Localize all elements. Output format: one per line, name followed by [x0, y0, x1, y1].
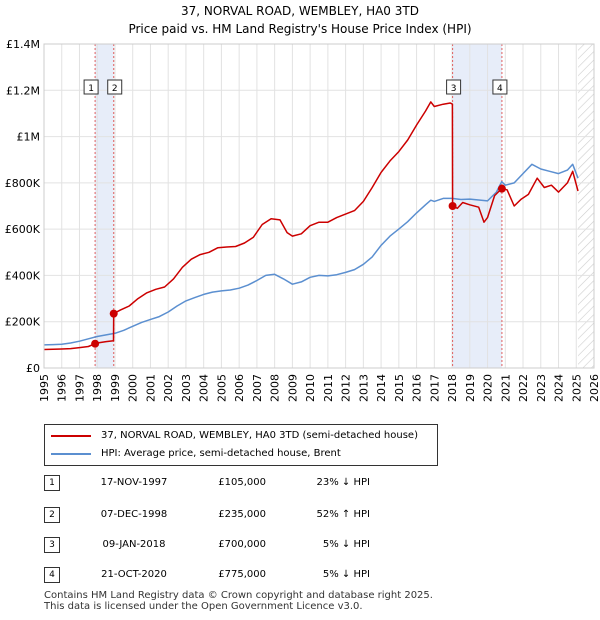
sale-label-4: 4	[497, 84, 503, 94]
sale-date: 07-DEC-1998	[100, 509, 168, 520]
legend: 37, NORVAL ROAD, WEMBLEY, HA0 3TD (semi-…	[44, 424, 438, 466]
table-row: 2 07-DEC-1998 £235,000 52% ↑ HPI	[44, 506, 444, 524]
x-tick-label: 1996	[56, 374, 69, 402]
sale-number-badge: 2	[44, 507, 60, 523]
sale-range-shading-1	[95, 44, 114, 368]
y-tick-label: £0	[26, 362, 40, 375]
sale-point-1	[91, 339, 100, 348]
x-tick-label: 2017	[428, 374, 441, 402]
sale-label-box-2	[107, 79, 123, 95]
footer-licence: This data is licensed under the Open Gov…	[44, 601, 363, 612]
y-tick-label: £800K	[5, 177, 41, 190]
table-row: 4 21-OCT-2020 £775,000 5% ↓ HPI	[44, 566, 444, 584]
x-tick-label: 2011	[322, 374, 335, 402]
x-tick-label: 2010	[304, 374, 317, 402]
x-tick-label: 2019	[464, 374, 477, 402]
sale-price: £105,000	[218, 477, 266, 488]
y-tick-label: £1.2M	[6, 84, 40, 97]
x-tick-label: 2021	[499, 374, 512, 402]
sale-number-badge: 3	[44, 537, 60, 553]
x-tick-label: 2012	[340, 374, 353, 402]
x-tick-label: 2020	[482, 374, 495, 402]
chart-title: 37, NORVAL ROAD, WEMBLEY, HA0 3TD	[181, 4, 419, 18]
footer: Contains HM Land Registry data © Crown c…	[44, 590, 433, 612]
x-tick-label: 2026	[588, 374, 600, 402]
legend-swatch-property	[51, 435, 91, 437]
sale-label-box-1	[83, 79, 99, 95]
sale-hpi-diff: 52% ↑ HPI	[316, 509, 370, 520]
future-hatch-region	[578, 44, 594, 368]
legend-label-hpi: HPI: Average price, semi-detached house,…	[101, 448, 341, 459]
sale-range-shading-2	[452, 44, 502, 368]
sale-date: 09-JAN-2018	[102, 539, 166, 550]
sale-label-box-4	[492, 79, 508, 95]
sale-number-badge: 4	[44, 567, 60, 583]
x-tick-label: 2002	[162, 374, 175, 402]
y-tick-label: £600K	[5, 223, 41, 236]
y-tick-label: £400K	[5, 269, 41, 282]
x-tick-label: 2006	[233, 374, 246, 402]
x-tick-label: 2014	[375, 374, 388, 402]
x-tick-label: 2024	[553, 374, 566, 402]
sale-label-3: 3	[451, 84, 457, 94]
x-tick-label: 2004	[198, 374, 211, 402]
x-tick-label: 2016	[411, 374, 424, 402]
x-tick-label: 2015	[393, 374, 406, 402]
sale-number-badge: 1	[44, 475, 60, 491]
plot-frame	[43, 43, 595, 369]
y-tick-label: £1M	[17, 131, 41, 144]
x-tick-label: 1998	[91, 374, 104, 402]
x-tick-label: 2000	[127, 374, 140, 402]
x-tick-label: 2003	[180, 374, 193, 402]
sale-hpi-diff: 5% ↓ HPI	[322, 539, 370, 550]
sale-label-2: 2	[112, 84, 118, 94]
x-tick-label: 1997	[73, 374, 86, 402]
table-row: 3 09-JAN-2018 £700,000 5% ↓ HPI	[44, 536, 444, 554]
x-tick-label: 1999	[109, 374, 122, 402]
sale-price: £775,000	[218, 569, 266, 580]
y-tick-label: £200K	[5, 316, 41, 329]
x-tick-label: 2018	[446, 374, 459, 402]
x-tick-label: 2022	[517, 374, 530, 402]
series-line-property	[43, 101, 579, 351]
x-tick-label: 2008	[269, 374, 282, 402]
x-tick-label: 2025	[570, 374, 583, 402]
footer-copyright: Contains HM Land Registry data © Crown c…	[44, 590, 433, 601]
x-tick-label: 2009	[286, 374, 299, 402]
sale-point-4	[497, 184, 506, 193]
sale-point-2	[109, 309, 118, 318]
x-tick-label: 1995	[38, 374, 51, 402]
x-tick-label: 2013	[357, 374, 370, 402]
chart-plot: 1 2 3 4 £0 £200K £400K £600K £800K £1M £1.2M £1.4M 1…	[5, 38, 600, 402]
sale-hpi-diff: 23% ↓ HPI	[316, 477, 370, 488]
sale-price: £235,000	[218, 509, 266, 520]
sale-label-box-3	[446, 79, 462, 95]
x-tick-label: 2007	[251, 374, 264, 402]
chart-subtitle: Price paid vs. HM Land Registry's House …	[128, 22, 472, 36]
x-tick-label: 2005	[215, 374, 228, 402]
x-tick-label: 2001	[144, 374, 157, 402]
y-tick-label: £1.4M	[6, 38, 40, 51]
legend-label-property: 37, NORVAL ROAD, WEMBLEY, HA0 3TD (semi-…	[101, 430, 418, 441]
table-row: 1 17-NOV-1997 £105,000 23% ↓ HPI	[44, 474, 444, 492]
legend-swatch-hpi	[51, 453, 91, 455]
sale-hpi-diff: 5% ↓ HPI	[322, 569, 370, 580]
plot-background	[44, 44, 594, 368]
sale-date: 17-NOV-1997	[100, 477, 168, 488]
sale-date: 21-OCT-2020	[101, 569, 167, 580]
sale-point-3	[448, 202, 457, 210]
sale-label-1: 1	[88, 84, 94, 94]
x-tick-label: 2023	[535, 374, 548, 402]
sale-price: £700,000	[218, 539, 266, 550]
